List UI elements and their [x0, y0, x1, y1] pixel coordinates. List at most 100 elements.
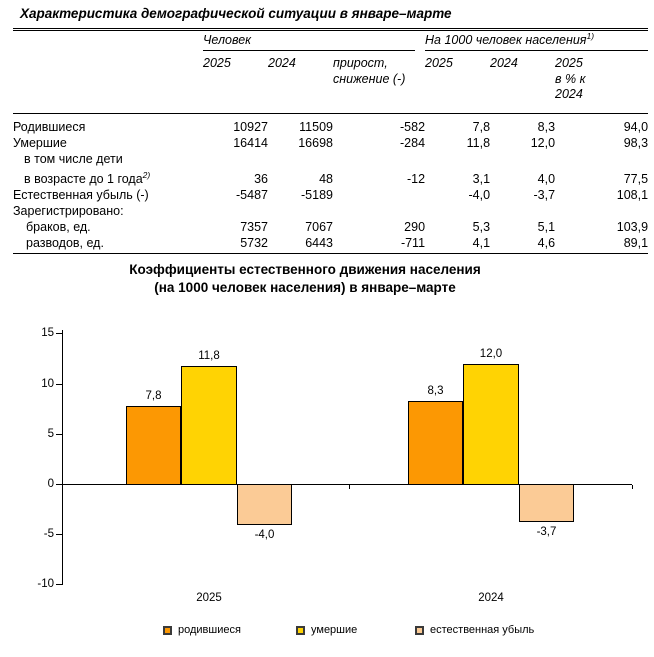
cell: 16698 — [298, 135, 333, 150]
page-title: Характеристика демографической ситуации … — [20, 6, 452, 21]
group-header-per-1000-label: На 1000 человек населения — [425, 33, 587, 48]
table-row-infant-deaths: в том числе дети в возрасте до 1 года2) … — [13, 151, 648, 187]
y-axis-tick — [56, 584, 62, 586]
y-axis-tick-label: 15 — [41, 327, 54, 340]
cell: 94,0 — [623, 119, 649, 134]
value-label-родившиеся-2025: 7,8 — [145, 389, 162, 402]
x-axis-tick — [349, 485, 350, 489]
group-header-persons-label: Человек — [203, 33, 252, 48]
footnote-ref-2: 2) — [142, 169, 151, 180]
footnote-ref-1: 1) — [586, 31, 595, 41]
y-axis-tick — [56, 484, 62, 485]
cell: 4,6 — [537, 235, 556, 250]
y-axis-tick — [56, 383, 62, 385]
cell: 77,5 — [623, 171, 649, 186]
category-label-2024: 2024 — [478, 592, 504, 604]
cell: 6443 — [305, 235, 333, 250]
col-header-growth-decline: прирост, снижение (-) — [333, 51, 426, 114]
demography-table: Человек На 1000 человек населения1) 2025… — [13, 28, 649, 254]
cell: 16414 — [233, 135, 268, 150]
cell: -582 — [400, 119, 426, 134]
col-header-2024-rate: 2024 — [490, 51, 556, 114]
cell: 108,1 — [616, 187, 649, 202]
cell: -12 — [406, 171, 426, 186]
row-label: в том числе дети в возрасте до 1 года2) — [24, 151, 151, 186]
row-label: Умершие — [13, 135, 67, 150]
y-axis-tick-label: 5 — [47, 427, 54, 440]
cell: 103,9 — [616, 219, 649, 234]
cell: 89,1 — [623, 235, 649, 250]
value-label-умершие-2024: 12,0 — [479, 347, 503, 360]
group-header-persons: Человек — [203, 30, 425, 52]
y-axis-tick-label: 0 — [47, 478, 54, 490]
y-axis-tick-label: -10 — [37, 578, 54, 591]
y-axis-line — [62, 330, 63, 585]
cell: 12,0 — [530, 135, 556, 150]
cell: 3,1 — [472, 171, 491, 186]
y-axis-tick — [56, 534, 62, 536]
col-header-2025-persons: 2025 — [203, 51, 268, 114]
cell: 98,3 — [623, 135, 649, 150]
category-label-2025: 2025 — [196, 592, 222, 604]
table-row-registered: Зарегистрировано: — [13, 203, 648, 219]
bar-естественная убыль-2024 — [518, 484, 575, 523]
bar-родившиеся-2025 — [125, 405, 182, 485]
legend-item-родившиеся: родившиеся — [163, 624, 241, 637]
cell: 10927 — [233, 119, 268, 134]
chart-title: Коэффициенты естественного движения насе… — [0, 261, 610, 297]
cell: 11,8 — [466, 135, 491, 150]
row-label: Родившиеся — [13, 119, 86, 134]
cell: 5732 — [240, 235, 268, 250]
cell: 48 — [319, 171, 333, 186]
group-header-per-1000: На 1000 человек населения1) — [425, 30, 649, 52]
bar-умершие-2025 — [181, 365, 237, 485]
cell: 5,1 — [537, 219, 556, 234]
cell: 7,8 — [472, 119, 491, 134]
legend-item-естественная убыль: естественная убыль — [415, 624, 534, 637]
chart-title-line1: Коэффициенты естественного движения насе… — [129, 262, 481, 277]
bar-родившиеся-2024 — [407, 400, 464, 485]
legend-label-естественная убыль: естественная убыль — [430, 624, 535, 636]
table-row-marriages: браков, ед. 7357 7067 290 5,3 5,1 103,9 — [13, 219, 648, 235]
cell: 290 — [404, 219, 426, 234]
subheader-spacer — [13, 51, 203, 114]
cell: -711 — [400, 235, 426, 250]
bar-естественная убыль-2025 — [236, 484, 293, 526]
cell: 7357 — [240, 219, 268, 234]
table-row-died: Умершие 16414 16698 -284 11,8 12,0 98,3 — [13, 135, 648, 151]
cell: 5,3 — [472, 219, 491, 234]
legend-item-умершие: умершие — [296, 624, 357, 637]
cell: -284 — [400, 135, 426, 150]
cell: 4,1 — [472, 235, 491, 250]
cell: -5487 — [236, 187, 268, 202]
cell: 36 — [254, 171, 268, 186]
cell: -3,7 — [533, 187, 556, 202]
y-axis-tick-label: -5 — [43, 528, 54, 541]
table-row-born: Родившиеся 10927 11509 -582 7,8 8,3 94,0 — [13, 113, 648, 135]
cell: 8,3 — [537, 119, 556, 134]
col-header-2024-persons: 2024 — [268, 51, 333, 114]
cell: 7067 — [305, 219, 333, 234]
value-label-естественная убыль-2024: -3,7 — [536, 526, 557, 539]
cell: -4,0 — [468, 187, 491, 202]
value-label-родившиеся-2024: 8,3 — [427, 384, 444, 397]
bar-умершие-2024 — [463, 363, 519, 485]
legend-label-родившиеся: родившиеся — [178, 624, 241, 636]
table-row-natural-decline: Естественная убыль (-) -5487 -5189 -4,0 … — [13, 187, 648, 203]
row-label: браков, ед. — [26, 219, 91, 234]
row-label: Зарегистрировано: — [13, 203, 124, 218]
legend-marker-естественная убыль — [415, 626, 424, 635]
legend-label-умершие: умершие — [311, 624, 358, 636]
table-row-divorces: разводов, ед. 5732 6443 -711 4,1 4,6 89,… — [13, 235, 648, 254]
y-axis-tick — [56, 433, 62, 435]
table-group-header-row: Человек На 1000 человек населения1) — [13, 30, 649, 52]
legend-marker-родившиеся — [163, 626, 172, 635]
value-label-умершие-2025: 11,8 — [198, 349, 220, 362]
cell: 11509 — [299, 119, 333, 134]
cell: -5189 — [301, 187, 333, 202]
col-header-2025-rate: 2025 — [425, 51, 491, 114]
chart-title-line2: (на 1000 человек населения) в январе–мар… — [154, 280, 456, 295]
cell: 4,0 — [537, 171, 556, 186]
